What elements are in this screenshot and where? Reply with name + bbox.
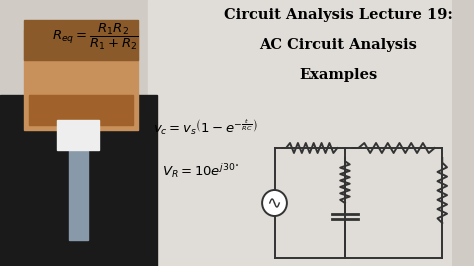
Bar	[69, 140, 88, 240]
Bar	[57, 120, 99, 150]
Text: $v_c = v_s\left(1 - e^{-\frac{t}{RC}}\right)$: $v_c = v_s\left(1 - e^{-\frac{t}{RC}}\ri…	[153, 118, 257, 137]
Text: AC Circuit Analysis: AC Circuit Analysis	[259, 38, 417, 52]
Text: $V_R = 10e^{j30^{\circ}}$: $V_R = 10e^{j30^{\circ}}$	[162, 162, 239, 180]
Bar	[148, 0, 452, 266]
Bar	[24, 30, 138, 130]
Bar	[28, 95, 134, 125]
Text: Circuit Analysis Lecture 19:: Circuit Analysis Lecture 19:	[224, 8, 453, 22]
Bar	[24, 20, 138, 60]
Text: $R_{eq} = \dfrac{R_1 R_2}{R_1 + R_2}$: $R_{eq} = \dfrac{R_1 R_2}{R_1 + R_2}$	[52, 22, 138, 52]
Circle shape	[262, 190, 287, 216]
Bar	[0, 95, 157, 266]
Text: Examples: Examples	[299, 68, 377, 82]
